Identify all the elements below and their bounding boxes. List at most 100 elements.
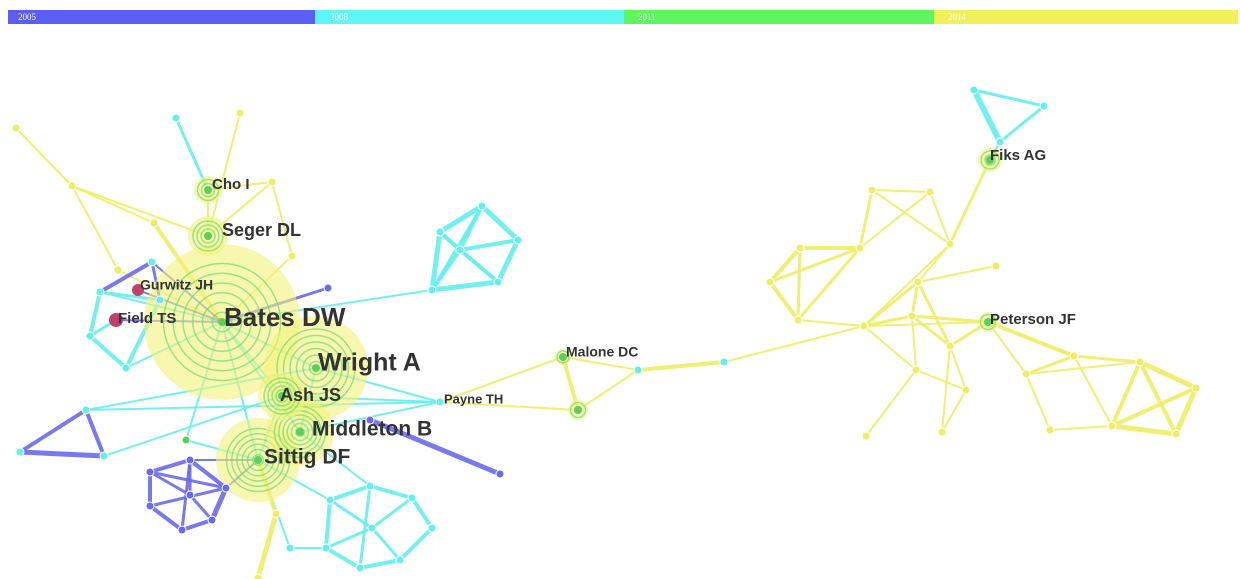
node-ring <box>196 178 220 202</box>
node-ring <box>182 282 262 362</box>
edge <box>429 279 501 293</box>
node-ring <box>980 150 1000 170</box>
node <box>495 469 505 479</box>
edge <box>871 189 931 193</box>
edge <box>1173 385 1199 437</box>
node <box>435 227 445 237</box>
edge <box>410 496 434 530</box>
node <box>99 451 109 461</box>
node-core <box>296 428 304 436</box>
node <box>407 493 417 503</box>
node <box>285 543 295 553</box>
node <box>427 523 437 533</box>
node <box>925 187 935 197</box>
edge <box>1049 425 1113 431</box>
node <box>185 490 195 500</box>
node-ring <box>275 389 289 403</box>
node-ring <box>282 414 318 450</box>
edge <box>368 484 414 500</box>
timeline-label: 2014 <box>948 12 967 22</box>
node-ring <box>295 427 305 437</box>
edge <box>1025 361 1141 375</box>
edge <box>437 203 485 235</box>
edge <box>188 493 214 522</box>
edge <box>71 185 119 271</box>
edge <box>863 325 917 371</box>
edge <box>859 191 931 249</box>
edge <box>941 389 967 433</box>
node <box>1069 351 1079 361</box>
edge <box>1110 360 1142 428</box>
node <box>867 185 877 195</box>
edge <box>917 265 997 283</box>
node <box>911 365 921 375</box>
edge <box>723 325 865 363</box>
node <box>271 509 281 519</box>
edge <box>986 320 1076 358</box>
edge <box>941 345 951 433</box>
node <box>907 311 917 321</box>
node-core <box>204 186 212 194</box>
node <box>235 108 245 118</box>
node-ring <box>302 354 330 382</box>
edge <box>358 484 372 570</box>
node <box>765 277 775 287</box>
node-label: Bates DW <box>224 302 346 332</box>
node-ring <box>569 401 587 419</box>
node <box>85 331 95 341</box>
edge <box>636 360 726 372</box>
node <box>969 85 979 95</box>
node <box>427 285 437 295</box>
node <box>121 363 131 373</box>
node-label: Ash JS <box>280 385 341 405</box>
edge <box>768 246 802 284</box>
node-label: Middleton B <box>312 418 432 441</box>
node-ring <box>200 228 216 244</box>
node <box>267 177 277 187</box>
edge <box>370 526 402 562</box>
node <box>633 365 643 375</box>
node <box>1135 357 1145 367</box>
edge <box>796 246 802 322</box>
node <box>795 243 805 253</box>
node-label: Seger DL <box>222 220 301 240</box>
node-ring <box>556 350 570 364</box>
edge <box>358 558 402 570</box>
timeline-label: 2008 <box>330 12 349 22</box>
edge <box>439 401 579 411</box>
node <box>991 261 1001 271</box>
node-ring <box>263 377 301 415</box>
edge <box>18 408 88 454</box>
edge <box>915 369 967 391</box>
node <box>477 201 487 211</box>
node-label: Sittig DF <box>264 446 350 469</box>
node-ring <box>192 292 252 352</box>
node <box>113 265 123 275</box>
edge <box>987 321 1027 375</box>
node <box>365 415 375 425</box>
node-label: Malone DC <box>566 344 638 360</box>
node <box>435 397 445 407</box>
node <box>355 563 365 573</box>
node <box>323 283 333 293</box>
node-ring <box>289 341 343 395</box>
edge <box>562 356 639 371</box>
edge <box>863 243 951 327</box>
edge <box>367 417 503 477</box>
node <box>155 295 165 305</box>
node-ring <box>211 311 233 333</box>
node-ring <box>286 418 314 446</box>
edge <box>911 315 917 371</box>
node <box>861 431 871 441</box>
edge <box>910 280 920 318</box>
node-ring <box>267 381 297 411</box>
timeline-segment <box>624 10 934 24</box>
node-label: Wright A <box>318 349 421 377</box>
edge <box>17 449 107 459</box>
node-ring <box>282 334 350 402</box>
edge <box>1073 355 1113 427</box>
node <box>287 251 297 261</box>
edge <box>324 546 362 570</box>
node-core <box>986 156 994 164</box>
